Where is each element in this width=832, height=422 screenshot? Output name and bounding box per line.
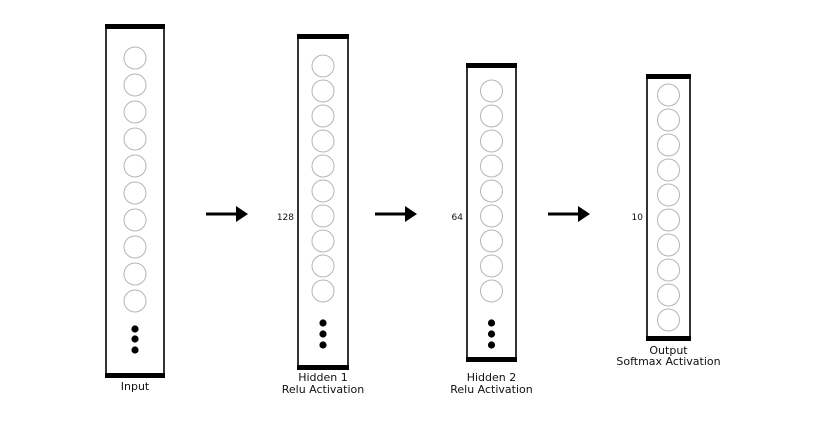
layer-caption: Softmax Activation [616,355,720,368]
ellipsis-dot [131,335,139,343]
neuron [480,229,503,253]
neuron [123,127,147,151]
neuron [480,129,503,153]
arrow-icon [548,206,590,222]
layer-bottom-bar [105,373,165,378]
layer-bottom-bar [297,365,349,370]
layer-caption: Hidden 1 [298,371,348,384]
neuron [480,79,503,103]
ellipsis-dot [131,325,139,333]
ellipsis-dot [131,346,139,354]
ellipsis-dot [487,319,496,327]
neuron [657,158,680,182]
neuron-count: 128 [277,213,294,223]
neuron [480,104,503,128]
ellipsis-dot [487,341,496,349]
neuron-count: 10 [632,213,644,223]
neuron [657,258,680,282]
ellipsis-dot [319,330,327,338]
neuron [123,73,147,97]
neuron [311,129,335,153]
neuron [657,308,680,332]
layer-bottom-bar [466,357,517,362]
neuron [311,79,335,103]
neuron [123,262,147,286]
layer-caption: Relu Activation [282,383,365,396]
neuron [657,83,680,107]
neuron [480,179,503,203]
arrow-icon [206,206,248,222]
neuron [657,233,680,257]
neuron [123,100,147,124]
neuron [311,154,335,178]
arrow-icon [375,206,417,222]
layer-top-bar [466,63,517,68]
neuron [311,179,335,203]
ellipsis-dot [319,341,327,349]
neuron [657,208,680,232]
ellipsis-dot [319,319,327,327]
neuron [657,283,680,307]
neuron [123,154,147,178]
neuron [311,204,335,228]
layer-top-bar [646,74,691,79]
neuron [480,279,503,303]
layer-bottom-bar [646,336,691,341]
neuron [480,204,503,228]
layer-caption: Input [121,380,150,393]
neuron [123,208,147,232]
layer-input: Input [105,24,165,393]
layer-top-bar [297,34,349,39]
neuron [657,183,680,207]
neuron [123,289,147,313]
neuron [311,254,335,278]
neuron [311,279,335,303]
ellipsis-dot [487,330,496,338]
layer-caption: Hidden 2 [467,371,517,384]
neuron [123,46,147,70]
neuron [311,229,335,253]
layer-top-bar [105,24,165,29]
neuron-count: 64 [452,213,464,223]
layer-caption: Relu Activation [450,383,533,396]
neuron [657,108,680,132]
neuron [657,133,680,157]
neuron [480,154,503,178]
neuron [311,54,335,78]
layer-caption: Output [649,344,688,357]
neuron [480,254,503,278]
neuron [123,181,147,205]
neuron [311,104,335,128]
neuron [123,235,147,259]
